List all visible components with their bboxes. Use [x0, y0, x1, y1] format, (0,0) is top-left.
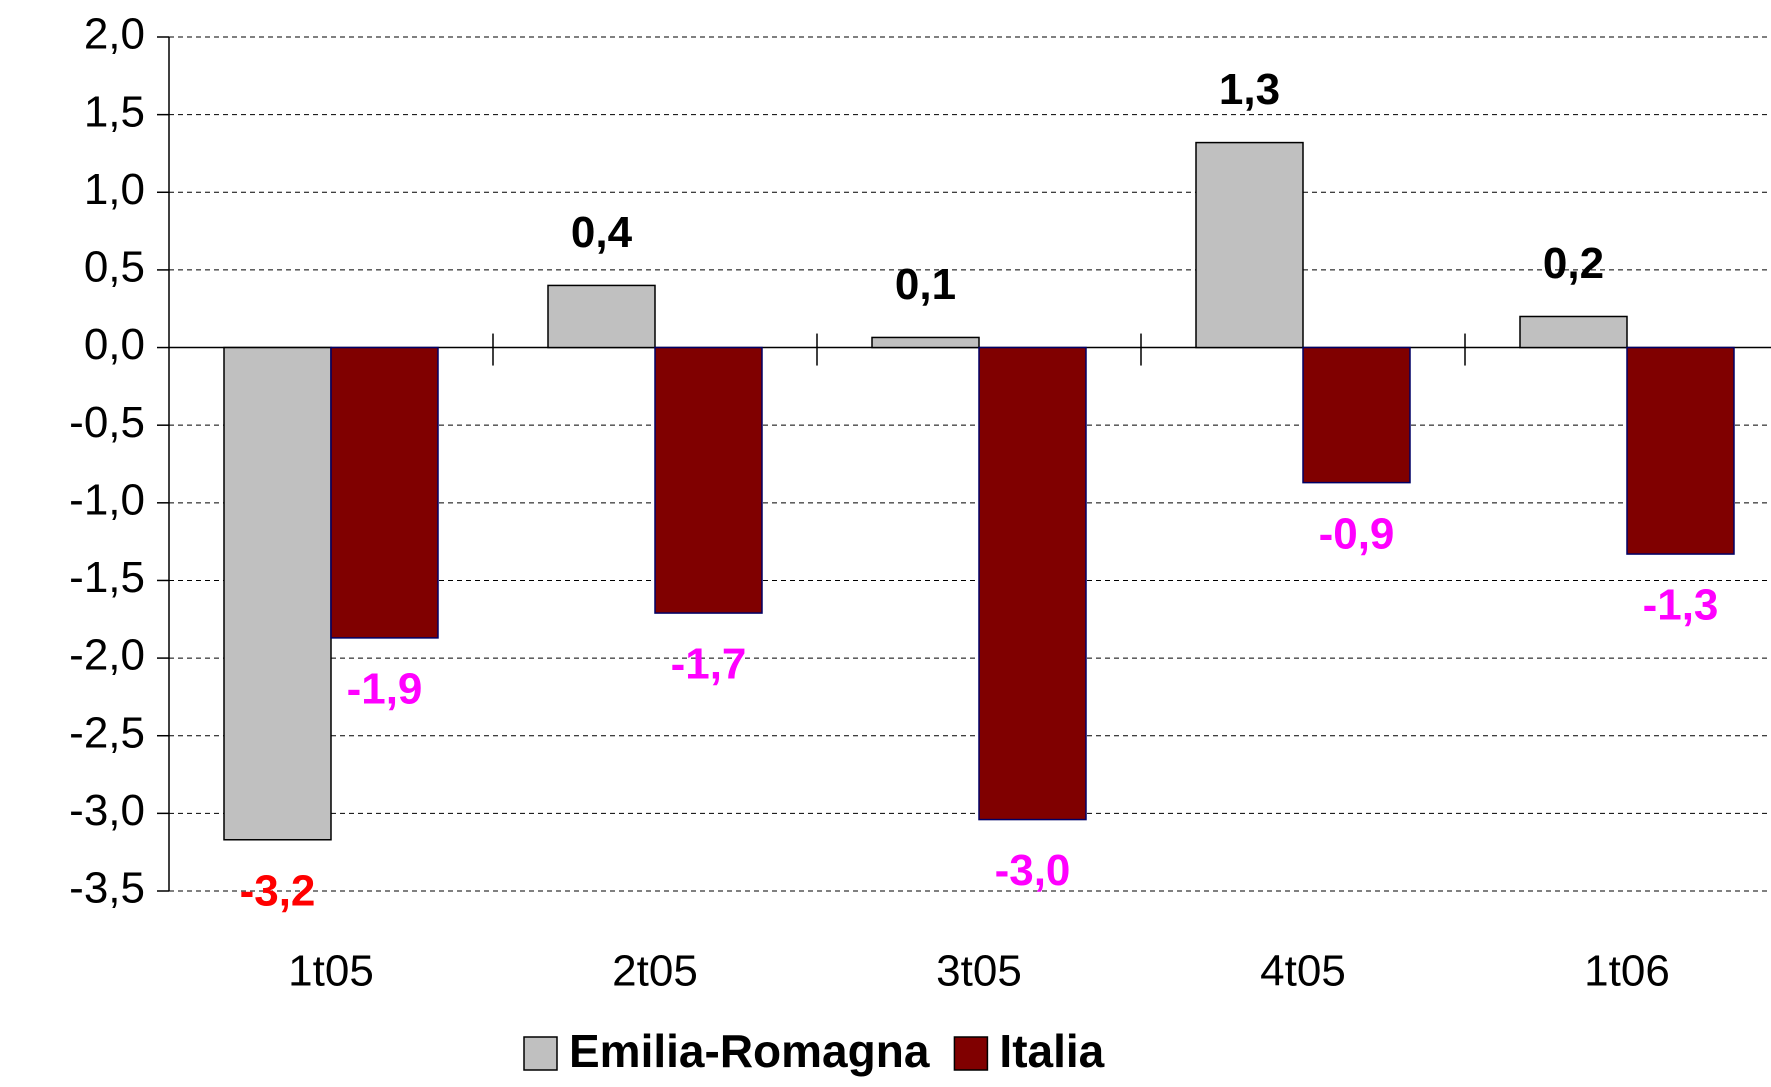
y-tick-label: -2,0: [69, 631, 145, 680]
y-tick-label: -3,0: [69, 786, 145, 835]
legend-label: Emilia-Romagna: [569, 1025, 930, 1077]
bar: [330, 346, 439, 639]
bar: [1519, 315, 1628, 349]
legend-label: Italia: [999, 1025, 1104, 1077]
x-tick-label: 3t05: [936, 947, 1022, 996]
bar: [1195, 141, 1304, 349]
data-label: 0,1: [895, 260, 956, 309]
x-tick-label: 4t05: [1260, 947, 1346, 996]
y-tick-label: 1,5: [84, 87, 145, 136]
legend-swatch: [523, 1036, 558, 1071]
data-label: -1,9: [347, 665, 423, 714]
bar: [1302, 346, 1411, 484]
data-label: -1,7: [671, 640, 747, 689]
bar: [1626, 346, 1735, 555]
data-label: -3,0: [995, 846, 1071, 895]
y-tick-label: -3,5: [69, 864, 145, 913]
data-label: 0,4: [571, 208, 633, 257]
bar: [223, 346, 332, 841]
legend-swatch: [953, 1036, 989, 1071]
x-tick-label: 1t06: [1584, 947, 1670, 996]
bar: [654, 346, 763, 614]
data-label: -0,9: [1319, 509, 1395, 558]
y-tick-label: 1,0: [84, 165, 145, 214]
y-tick-label: -0,5: [69, 398, 145, 447]
y-tick-label: -1,0: [69, 475, 145, 524]
x-tick-label: 1t05: [288, 947, 374, 996]
y-tick-label: -1,5: [69, 553, 145, 602]
y-tick-label: 0,5: [84, 243, 145, 292]
data-label: 1,3: [1219, 65, 1280, 114]
y-tick-label: -2,5: [69, 708, 145, 757]
bar: [871, 336, 980, 349]
bar: [978, 346, 1087, 821]
y-tick-label: 2,0: [84, 10, 145, 59]
x-tick-label: 2t05: [612, 947, 698, 996]
data-label: -3,2: [240, 866, 316, 915]
y-tick-label: 0,0: [84, 320, 145, 369]
bar: [547, 284, 656, 349]
data-label: 0,2: [1543, 239, 1604, 288]
data-label: -1,3: [1643, 581, 1719, 630]
